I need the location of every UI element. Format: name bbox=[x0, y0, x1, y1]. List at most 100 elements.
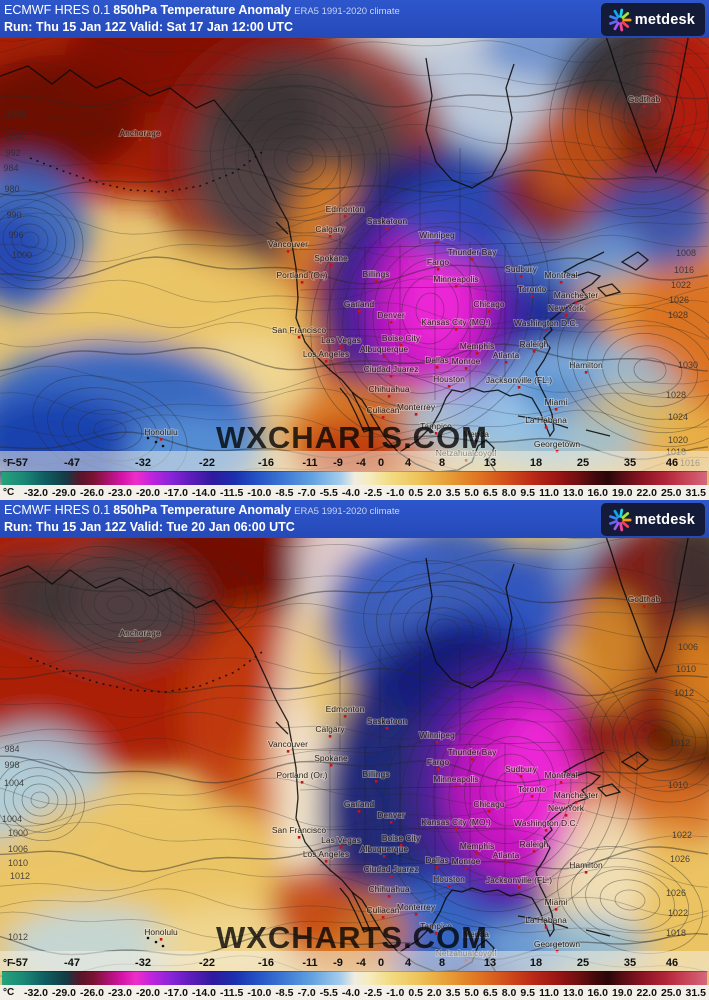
scalebar-celsius-row: °C -32.0 -29.0 -26.0 -23.0 -20.0 -17.0 -14.0 -11… bbox=[0, 485, 709, 500]
city-marker bbox=[517, 386, 521, 389]
city-marker bbox=[436, 768, 440, 771]
city-marker bbox=[584, 371, 588, 374]
celsius-tick-label: 11.0 bbox=[539, 486, 559, 499]
city-marker bbox=[435, 241, 439, 244]
celsius-tick-label: 11.0 bbox=[539, 986, 559, 999]
fahrenheit-tick-label: 4 bbox=[404, 957, 412, 969]
city-marker bbox=[381, 416, 385, 419]
city-label: Saskatoon bbox=[367, 216, 407, 226]
metdesk-logo-text: metdesk bbox=[634, 11, 695, 28]
city-label: Honolulu bbox=[144, 427, 178, 437]
celsius-tick-label: -2.5 bbox=[364, 486, 383, 499]
pressure-label: 1018 bbox=[666, 928, 686, 938]
model-name: ECMWF HRES 0.1 bbox=[4, 3, 111, 17]
city-label: Monterrey bbox=[397, 902, 436, 912]
fahrenheit-tick-label: 18 bbox=[529, 957, 543, 969]
city-marker bbox=[389, 321, 393, 324]
city-marker bbox=[324, 860, 328, 863]
pressure-label: 1000 bbox=[12, 250, 32, 260]
city-label: Fargo bbox=[427, 757, 449, 767]
celsius-tick-label: 0.5 bbox=[408, 986, 423, 999]
city-marker bbox=[339, 846, 343, 849]
pressure-label: 996 bbox=[8, 230, 23, 240]
city-marker bbox=[530, 795, 534, 798]
celsius-tick-label: -8.5 bbox=[275, 986, 294, 999]
city-marker bbox=[544, 426, 548, 429]
city-label: Manchester bbox=[554, 790, 599, 800]
city-label: Memphis bbox=[460, 341, 494, 351]
city-marker bbox=[642, 105, 646, 108]
city-marker bbox=[343, 215, 347, 218]
fahrenheit-tick-label: 46 bbox=[665, 957, 679, 969]
city-label: Vancouver bbox=[268, 239, 308, 249]
city-label: Kansas City (MO.) bbox=[421, 317, 491, 327]
pressure-label: 1000 bbox=[8, 828, 28, 838]
scalebar-gradient bbox=[2, 971, 707, 985]
city-marker bbox=[399, 344, 403, 347]
city-label: Jacksonville (FL.) bbox=[486, 375, 552, 385]
city-label: Thunder Bay bbox=[448, 247, 497, 257]
fahrenheit-tick-label: 0 bbox=[377, 957, 385, 969]
city-label: Chicago bbox=[473, 799, 504, 809]
city-marker bbox=[339, 346, 343, 349]
celsius-tick-label: 6.5 bbox=[483, 986, 498, 999]
celsius-tick-label: 5.0 bbox=[464, 486, 479, 499]
city-marker bbox=[504, 361, 508, 364]
map-header: ECMWF HRES 0.1 850hPa Temperature Anomaly… bbox=[0, 0, 709, 38]
celsius-tick-label: -29.0 bbox=[52, 486, 76, 499]
city-marker bbox=[464, 867, 468, 870]
city-label: Chihuahua bbox=[368, 384, 409, 394]
fahrenheit-tick-label: -16 bbox=[258, 457, 274, 469]
city-label: Tampico bbox=[420, 921, 452, 931]
city-label: Georgetown bbox=[534, 439, 581, 449]
celsius-tick-label: -10.0 bbox=[247, 986, 272, 999]
metdesk-logo-text: metdesk bbox=[634, 511, 695, 528]
map-title-line: ECMWF HRES 0.1 850hPa Temperature Anomaly… bbox=[4, 1, 709, 19]
city-marker bbox=[554, 908, 558, 911]
scalebar-celsius-row: °C -32.0 -29.0 -26.0 -23.0 -20.0 -17.0 -14.0 -11… bbox=[0, 985, 709, 1000]
city-marker bbox=[435, 366, 439, 369]
climate-baseline: ERA5 1991-2020 climate bbox=[294, 506, 400, 517]
metdesk-logo-icon bbox=[608, 8, 632, 31]
pressure-label: 1000 bbox=[5, 131, 25, 141]
celsius-tick-label: 22.0 bbox=[636, 986, 657, 999]
celsius-tick-label: 31.5 bbox=[685, 486, 706, 499]
celsius-tick-label: -14.0 bbox=[192, 986, 216, 999]
city-label: Edmonton bbox=[326, 704, 365, 714]
map-header: ECMWF HRES 0.1 850hPa Temperature Anomaly… bbox=[0, 500, 709, 538]
celsius-tick-label: -20.0 bbox=[136, 486, 160, 499]
celsius-tick-label: 16.0 bbox=[587, 986, 608, 999]
celsius-tick-label: 3.5 bbox=[445, 486, 461, 499]
wxcharts-watermark: WXCHARTS.COM bbox=[216, 420, 488, 455]
city-label: Montreal bbox=[544, 770, 577, 780]
city-label: Chihuahua bbox=[368, 884, 409, 894]
fahrenheit-tick-label: 8 bbox=[438, 457, 446, 469]
celsius-tick-label: 13.0 bbox=[562, 486, 584, 499]
pressure-label: 1030 bbox=[678, 360, 698, 370]
celsius-tick-label: -20.0 bbox=[136, 986, 160, 999]
celsius-tick-label: 5.0 bbox=[464, 986, 479, 999]
city-label: Dallas bbox=[425, 355, 449, 365]
city-marker bbox=[138, 639, 142, 642]
city-label: Spokane bbox=[314, 253, 348, 263]
city-label: Toronto bbox=[518, 784, 547, 794]
celsius-tick-label: -29.0 bbox=[52, 986, 76, 999]
city-marker bbox=[447, 885, 451, 888]
run-valid-line: Run: Thu 15 Jan 12Z Valid: Tue 20 Jan 06… bbox=[4, 520, 295, 534]
city-label: New York bbox=[548, 803, 585, 813]
city-marker bbox=[357, 310, 361, 313]
city-label: Kansas City (MO.) bbox=[421, 817, 491, 827]
celsius-tick-label: -14.0 bbox=[192, 486, 216, 499]
pressure-label: 1012 bbox=[670, 738, 690, 748]
map-title-line: ECMWF HRES 0.1 850hPa Temperature Anomaly… bbox=[4, 501, 709, 519]
fahrenheit-tick-label: -57 bbox=[12, 457, 28, 469]
city-label: Calgary bbox=[315, 224, 345, 234]
city-label: Culiacan bbox=[366, 905, 399, 915]
city-marker bbox=[286, 250, 290, 253]
city-label: San Francisco bbox=[272, 825, 327, 835]
city-marker bbox=[434, 432, 438, 435]
city-label: Winnipeg bbox=[419, 230, 455, 240]
pressure-label: 1028 bbox=[668, 310, 688, 320]
celsius-tick-label: -32.0 bbox=[24, 486, 48, 499]
celsius-unit-label: °C bbox=[3, 487, 15, 498]
